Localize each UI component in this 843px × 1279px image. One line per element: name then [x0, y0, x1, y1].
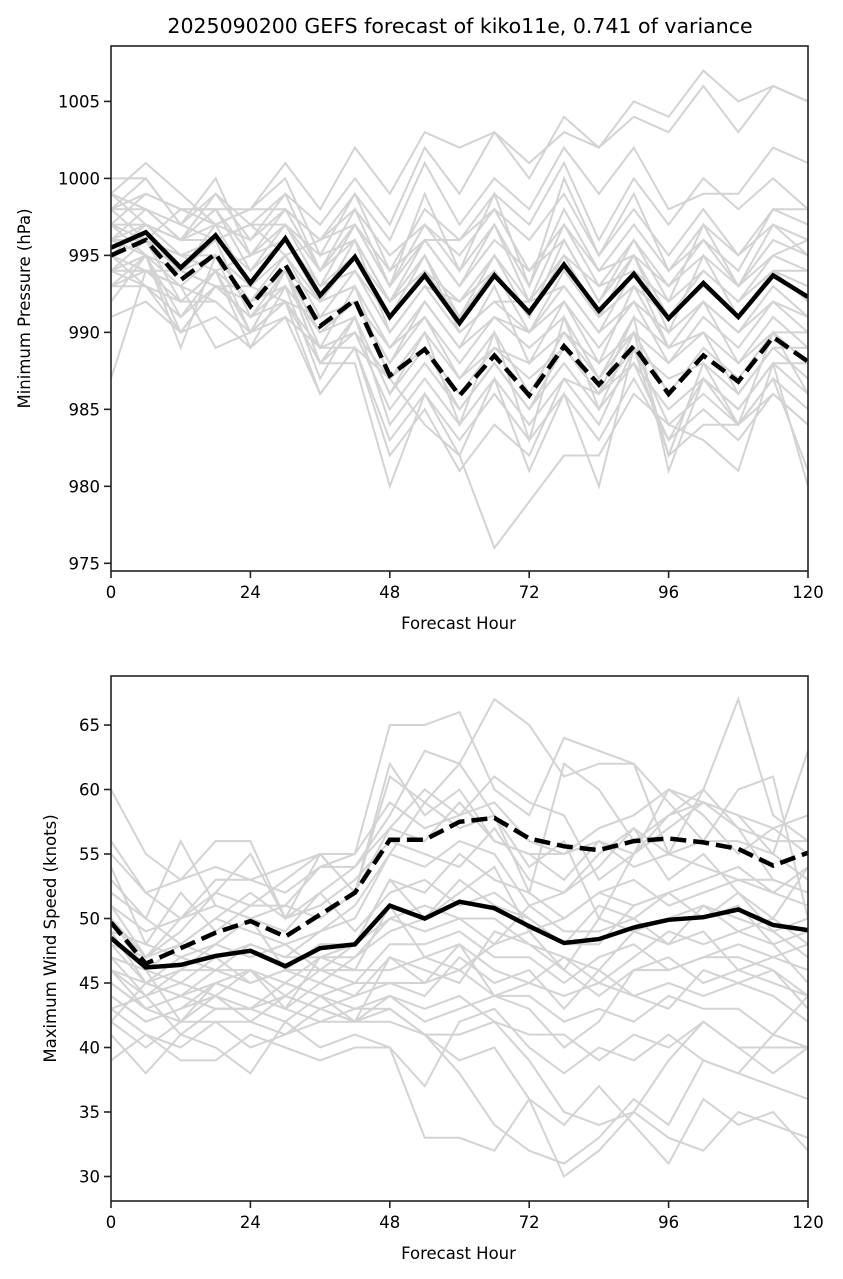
pressure-mean-line [111, 229, 808, 327]
wind-x-tick-label: 24 [240, 1213, 261, 1232]
wind-y-tick-label: 55 [79, 845, 100, 864]
wind-member-line-30 [111, 903, 808, 1024]
wind-y-tick-label: 50 [79, 910, 100, 929]
wind-member-line-25 [111, 788, 808, 894]
wind-x-ticks: 0 24 48 72 96 120 [106, 1201, 824, 1232]
wind-member-line-7 [111, 865, 808, 985]
pressure-member-line-20 [111, 269, 808, 550]
pressure-ensemble-members [111, 69, 808, 550]
pressure-x-tick-label: 0 [106, 583, 117, 602]
wind-member-line-13 [111, 1020, 808, 1062]
wind-x-tick-label: 48 [379, 1213, 400, 1232]
pressure-member-line-27 [111, 269, 808, 396]
wind-mean-line [111, 899, 808, 970]
pressure-member-line-30 [111, 253, 808, 459]
wind-member-line-26 [111, 800, 808, 933]
pressure-member-line-17 [111, 284, 808, 443]
pressure-y-tick-label: 1005 [58, 92, 100, 111]
wind-member-line-21 [111, 930, 808, 998]
wind-member-line-2 [111, 696, 808, 920]
pressure-y-ticks: 975 980 985 990 995 1000 1005 [58, 92, 111, 573]
wind-panel: 0 24 48 72 96 120 30 35 40 45 50 55 60 65 Forecast H… [41, 675, 824, 1263]
wind-member-line-24 [111, 981, 808, 1165]
wind-y-tick-label: 30 [79, 1167, 100, 1186]
wind-y-axis-label: Maximum Wind Speed (knots) [41, 814, 60, 1062]
wind-x-tick-label: 0 [106, 1213, 117, 1232]
pressure-member-line-21 [111, 207, 808, 288]
wind-member-line-17 [111, 826, 808, 946]
wind-y-ticks: 30 35 40 45 50 55 60 65 [79, 716, 111, 1186]
pressure-x-tick-label: 120 [792, 583, 824, 602]
pressure-member-line-26 [111, 254, 808, 443]
wind-axes-frame [110, 675, 809, 1202]
wind-member-line-23 [111, 994, 808, 1126]
pressure-member-line-3 [111, 145, 808, 258]
pressure-axes-frame [110, 45, 809, 572]
pressure-x-tick-label: 96 [658, 583, 679, 602]
pressure-x-tick-label: 24 [240, 583, 261, 602]
wind-mean-lines [111, 815, 808, 970]
pressure-x-ticks: 0 24 48 72 96 120 [106, 571, 824, 602]
pressure-member-line-1 [111, 69, 808, 226]
wind-x-tick-label: 120 [792, 1213, 824, 1232]
wind-y-tick-label: 35 [79, 1103, 100, 1122]
pressure-member-line-24 [111, 269, 808, 366]
wind-member-line-29 [111, 942, 808, 1023]
pressure-panel: 0 24 48 72 96 120 975 980 985 990 995 1000 1005 For… [15, 45, 824, 633]
figure-title: 2025090200 GEFS forecast of kiko11e, 0.7… [167, 14, 752, 38]
wind-weighted-mean-line [111, 815, 808, 967]
pressure-y-tick-label: 1000 [58, 169, 100, 188]
pressure-member-line-5 [111, 191, 808, 258]
pressure-member-line-28 [111, 223, 808, 335]
wind-member-line-9 [111, 930, 808, 998]
pressure-y-tick-label: 995 [69, 246, 101, 265]
wind-x-axis-label: Forecast Hour [401, 1244, 516, 1263]
wind-member-line-15 [111, 1033, 808, 1179]
wind-y-tick-label: 60 [79, 781, 100, 800]
pressure-member-line-19 [111, 300, 808, 487]
wind-ensemble-members [111, 696, 808, 1179]
pressure-y-tick-label: 975 [69, 554, 101, 573]
wind-x-tick-label: 72 [519, 1213, 540, 1232]
wind-member-line-28 [111, 878, 808, 998]
pressure-x-tick-label: 48 [379, 583, 400, 602]
wind-x-tick-label: 96 [658, 1213, 679, 1232]
pressure-y-axis-label: Minimum Pressure (hPa) [15, 208, 34, 408]
pressure-y-tick-label: 980 [69, 477, 101, 496]
pressure-x-axis-label: Forecast Hour [401, 614, 516, 633]
pressure-member-line-29 [111, 208, 808, 305]
wind-member-line-16 [111, 981, 808, 1166]
pressure-member-line-23 [111, 193, 808, 335]
pressure-member-line-2 [111, 84, 808, 242]
wind-member-line-6 [111, 826, 808, 972]
wind-y-tick-label: 65 [79, 716, 100, 735]
pressure-member-line-12 [111, 223, 808, 381]
pressure-y-tick-label: 985 [69, 400, 101, 419]
pressure-member-line-25 [111, 175, 808, 290]
wind-y-tick-label: 45 [79, 974, 100, 993]
pressure-x-tick-label: 72 [519, 583, 540, 602]
pressure-y-tick-label: 990 [69, 323, 101, 342]
wind-member-line-11 [111, 955, 808, 1023]
wind-y-tick-label: 40 [79, 1038, 100, 1057]
wind-member-line-14 [111, 1007, 808, 1101]
pressure-mean-lines [111, 229, 808, 400]
